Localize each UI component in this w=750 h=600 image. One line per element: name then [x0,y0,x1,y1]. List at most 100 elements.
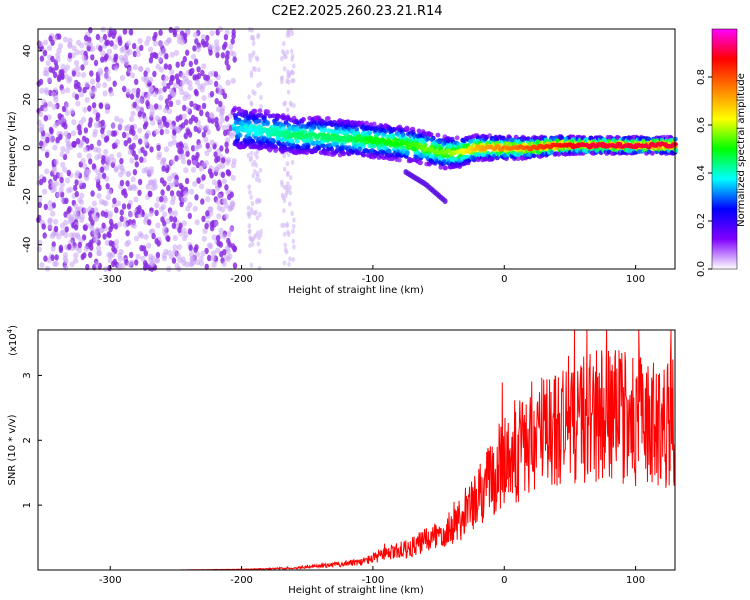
noise-mark [143,233,149,240]
noise-mark [143,213,149,220]
noise-mark [50,182,56,189]
noise-mark [223,41,228,48]
noise-mark [148,46,154,53]
sparse-noise-mark [289,27,294,33]
noise-mark [49,128,54,135]
sparse-noise-mark [249,194,253,200]
ridge-mark [271,113,276,119]
sparse-noise-mark [291,228,295,234]
noise-mark [107,265,112,272]
noise-mark [87,206,93,213]
noise-mark [88,158,93,165]
noise-mark [74,190,80,198]
colorbar-tick-label: 0.0 [696,261,707,277]
x-tick-label: 0 [501,575,507,586]
noise-mark [156,240,161,247]
ridge-mark [559,135,564,141]
noise-mark [157,104,163,111]
noise-mark [215,247,221,254]
sparse-noise-mark [282,153,287,159]
ridge-mark [311,123,317,129]
noise-mark [216,240,221,247]
noise-mark [108,90,115,97]
noise-mark [96,193,102,199]
noise-mark [123,140,128,147]
noise-mark [200,69,205,77]
sparse-noise-mark [248,157,253,163]
noise-mark [164,53,169,60]
noise-mark [184,177,190,185]
noise-mark [190,259,197,266]
noise-mark [165,218,171,224]
noise-mark [223,34,229,41]
noise-mark [227,130,233,137]
sparse-noise-mark [289,48,294,54]
noise-mark [214,98,219,105]
noise-mark [127,49,133,56]
noise-mark [135,51,141,58]
sparse-noise-mark [248,234,252,241]
noise-mark [57,33,62,40]
noise-mark [147,90,153,97]
noise-mark [209,30,215,37]
noise-mark [58,172,64,179]
noise-mark [222,198,228,205]
ridge-mark [234,138,240,143]
noise-mark [158,94,164,101]
colorbar-tick-label: 0.2 [696,213,707,229]
y-tick-label: 1 [22,502,33,508]
noise-mark [188,60,193,68]
noise-mark [188,244,193,251]
snr-scale-prefix: (x10 [8,333,19,356]
noise-mark [147,219,152,226]
sparse-noise-mark [280,182,285,188]
noise-mark [119,75,125,81]
noise-mark [69,108,75,115]
noise-mark [87,121,93,128]
noise-mark [47,205,54,212]
noise-mark [135,91,140,99]
noise-mark [142,123,148,130]
noise-mark [169,69,175,75]
noise-mark [122,28,128,35]
noise-mark [116,152,122,158]
noise-mark [225,79,231,86]
noise-mark [206,242,213,249]
noise-mark [135,97,141,104]
spectrogram-x-ticks: -300 -200 -100 0 100 [99,265,645,285]
noise-mark [50,55,55,63]
ridge-core-mark [494,144,501,149]
ridge-mark [316,145,322,151]
noise-mark [83,245,89,252]
noise-mark [104,39,109,47]
noise-mark [139,244,144,252]
noise-mark [112,197,117,204]
noise-mark [197,143,203,149]
sparse-noise-mark [292,217,296,223]
noise-mark [117,262,123,269]
noise-mark [169,75,175,82]
noise-mark [46,257,52,264]
sparse-noise-mark [286,187,290,193]
ridge-mark [308,136,314,142]
spectrogram-frame [37,28,676,270]
noise-mark [181,220,187,227]
noise-mark [229,191,234,198]
noise-mark [92,229,98,236]
noise-mark [131,87,137,94]
noise-mark [53,96,59,103]
noise-mark [144,166,150,173]
figure-title: C2E2.2025.260.23.21.R14 [271,4,442,19]
noise-mark [176,126,182,133]
noise-mark [190,53,197,60]
snr-frame [37,329,676,571]
noise-mark [120,168,126,175]
ridge-mark [270,138,276,143]
noise-mark [83,127,89,134]
noise-mark [198,255,204,262]
noise-mark [185,205,191,212]
noise-mark [175,78,181,85]
noise-mark [185,150,190,157]
noise-mark [100,50,106,57]
ridge-mark [346,151,352,157]
